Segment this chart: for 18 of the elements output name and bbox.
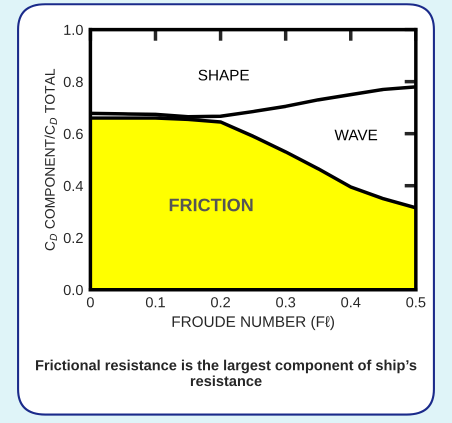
y-tick-label: 0.8 bbox=[64, 76, 83, 88]
y-tick-label: 1.0 bbox=[64, 24, 83, 36]
annotation: FRICTION bbox=[170, 198, 253, 212]
x-tick-label: 0.1 bbox=[146, 297, 165, 308]
x-tick-label: 0.2 bbox=[211, 297, 230, 308]
x-tick-label: 0.3 bbox=[276, 297, 296, 308]
y-axis-title: C$_{D}$ COMPONENT/C$_{D}$ TOTAL bbox=[44, 68, 57, 250]
y-tick-label: 0.6 bbox=[64, 128, 83, 140]
x-tick-label: 0.4 bbox=[341, 297, 360, 308]
text: Frictional resistance is the largest component of ship’s resistance bbox=[36, 360, 416, 386]
y-tick-label: 0.2 bbox=[64, 232, 83, 244]
y-tick-label: 0.4 bbox=[64, 180, 84, 192]
x-tick-label: 0.5 bbox=[406, 297, 426, 308]
x-axis-title: FROUDE NUMBER (Fℓ) bbox=[172, 316, 334, 330]
x-tick-label: 0 bbox=[86, 297, 94, 308]
annotation: SHAPE bbox=[198, 70, 249, 81]
y-tick-label: 0.0 bbox=[64, 284, 83, 296]
annotation: WAVE bbox=[334, 130, 378, 140]
